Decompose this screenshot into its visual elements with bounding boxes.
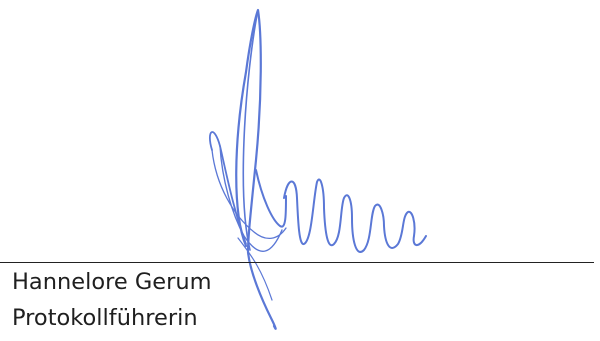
signatory-role: Protokollführerin (12, 305, 198, 331)
signatory-name: Hannelore Gerum (12, 269, 212, 295)
signature-rule (0, 262, 594, 263)
